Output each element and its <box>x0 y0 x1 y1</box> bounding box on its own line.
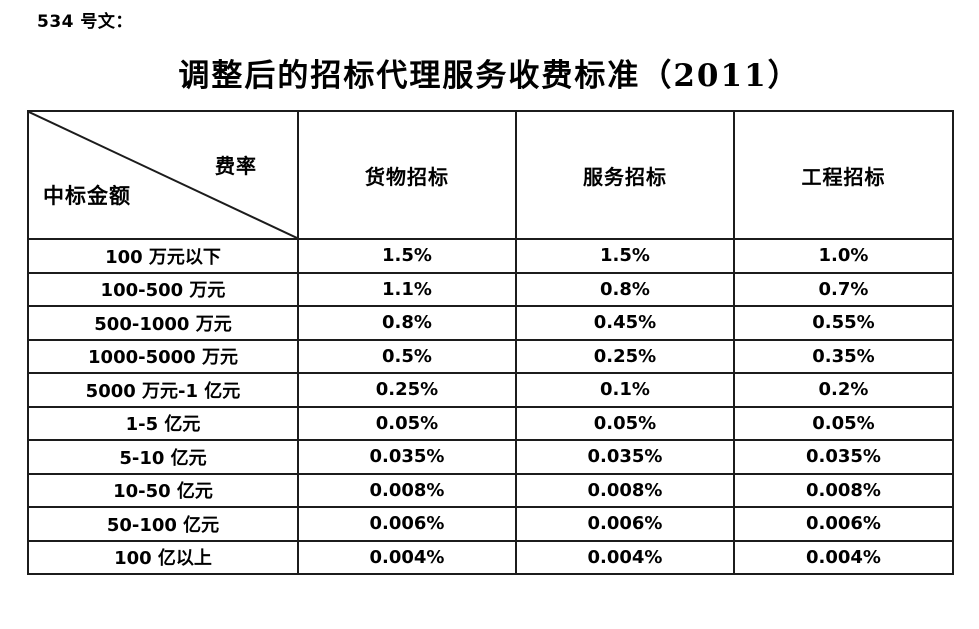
rate-cell: 0.35% <box>733 338 954 374</box>
row-label: 100 亿以上 <box>27 539 299 575</box>
rate-cell: 0.2% <box>733 372 954 408</box>
rate-cell: 1.0% <box>733 238 954 274</box>
row-label: 5000 万元-1 亿元 <box>27 372 299 408</box>
rate-cell: 1.1% <box>297 271 517 307</box>
rate-cell: 0.05% <box>297 405 517 441</box>
row-label: 1000-5000 万元 <box>27 338 299 374</box>
rate-cell: 0.004% <box>297 539 517 575</box>
table-body: 100 万元以下 1.5% 1.5% 1.0% 100-500 万元 1.1% 0.8% 0.… <box>27 238 954 575</box>
rate-cell: 0.004% <box>515 539 735 575</box>
rate-cell: 0.006% <box>515 506 735 542</box>
table-row: 100 亿以上 0.004% 0.004% 0.004% <box>27 539 954 575</box>
rate-cell: 0.004% <box>733 539 954 575</box>
rate-cell: 0.25% <box>515 338 735 374</box>
corner-label-rate: 费率 <box>215 154 257 178</box>
row-label: 1-5 亿元 <box>27 405 299 441</box>
table-row: 1-5 亿元 0.05% 0.05% 0.05% <box>27 405 954 441</box>
table-row: 100-500 万元 1.1% 0.8% 0.7% <box>27 271 954 307</box>
rate-cell: 0.008% <box>297 472 517 508</box>
table-row: 1000-5000 万元 0.5% 0.25% 0.35% <box>27 338 954 374</box>
row-label: 10-50 亿元 <box>27 472 299 508</box>
rate-cell: 0.035% <box>515 439 735 475</box>
rate-cell: 0.006% <box>297 506 517 542</box>
rate-cell: 0.1% <box>515 372 735 408</box>
rate-cell: 0.8% <box>297 305 517 341</box>
row-label: 100 万元以下 <box>27 238 299 274</box>
column-header-goods: 货物招标 <box>297 110 517 240</box>
row-label: 500-1000 万元 <box>27 305 299 341</box>
doc-number: 534 号文： <box>37 12 133 32</box>
table-row: 50-100 亿元 0.006% 0.006% 0.006% <box>27 506 954 542</box>
rate-cell: 0.7% <box>733 271 954 307</box>
corner-cell: 费率 中标金额 <box>27 110 299 240</box>
corner-label-amount: 中标金额 <box>43 183 131 208</box>
table-row: 5-10 亿元 0.035% 0.035% 0.035% <box>27 439 954 475</box>
page-title: 调整后的招标代理服务收费标准（2011） <box>178 58 801 94</box>
rate-cell: 0.05% <box>733 405 954 441</box>
rate-cell: 0.8% <box>515 271 735 307</box>
rate-cell: 0.25% <box>297 372 517 408</box>
row-label: 5-10 亿元 <box>27 439 299 475</box>
rate-cell: 0.006% <box>733 506 954 542</box>
rate-cell: 0.05% <box>515 405 735 441</box>
rate-cell: 0.008% <box>515 472 735 508</box>
table-row: 500-1000 万元 0.8% 0.45% 0.55% <box>27 305 954 341</box>
table-row: 100 万元以下 1.5% 1.5% 1.0% <box>27 238 954 274</box>
rate-cell: 1.5% <box>515 238 735 274</box>
column-header-services: 服务招标 <box>515 110 735 240</box>
row-label: 100-500 万元 <box>27 271 299 307</box>
rate-cell: 0.035% <box>733 439 954 475</box>
rate-cell: 0.45% <box>515 305 735 341</box>
column-header-engineering: 工程招标 <box>733 110 954 240</box>
diagonal-line-icon <box>29 112 297 238</box>
header-row: 费率 中标金额 货物招标 服务招标 工程招标 <box>27 110 954 240</box>
row-label: 50-100 亿元 <box>27 506 299 542</box>
table-row: 5000 万元-1 亿元 0.25% 0.1% 0.2% <box>27 372 954 408</box>
fee-table: 费率 中标金额 货物招标 服务招标 工程招标 100 万元以下 1.5% 1.5% 1… <box>27 110 954 575</box>
rate-cell: 0.035% <box>297 439 517 475</box>
table-row: 10-50 亿元 0.008% 0.008% 0.008% <box>27 472 954 508</box>
rate-cell: 0.5% <box>297 338 517 374</box>
rate-cell: 1.5% <box>297 238 517 274</box>
rate-cell: 0.55% <box>733 305 954 341</box>
rate-cell: 0.008% <box>733 472 954 508</box>
